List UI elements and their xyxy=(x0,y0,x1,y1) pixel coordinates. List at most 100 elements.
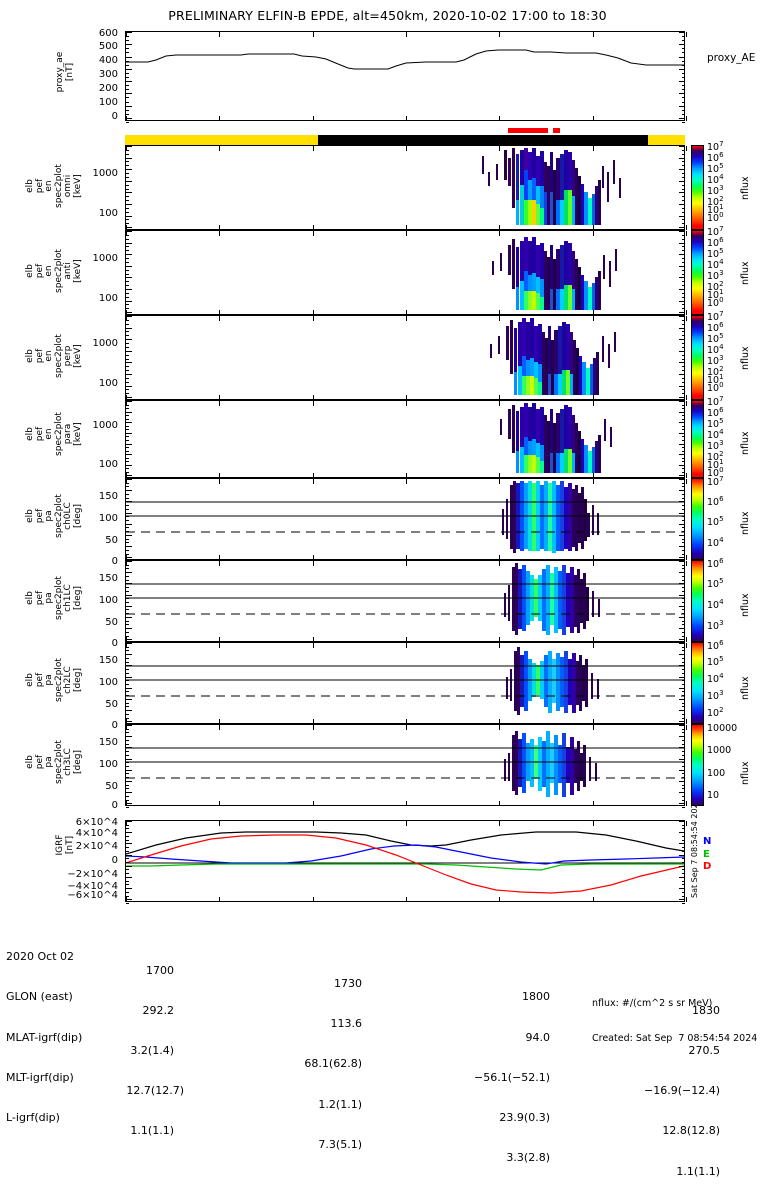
colorbar-label: 107 xyxy=(707,474,724,488)
colorbar-label: 105 xyxy=(707,514,724,528)
ytick: 150 xyxy=(98,655,118,666)
strip-segment-sunlit xyxy=(648,135,685,145)
strip-marker-science-zone xyxy=(553,128,560,133)
panel-igrf xyxy=(125,820,687,904)
panel-proxy-ae xyxy=(125,31,687,123)
colorbar-label: 104 xyxy=(707,257,724,271)
annotation-row: L-igrf(dip) 1.1(1.1) 7.3(5.1) 3.3(2.8) 1… xyxy=(6,1098,775,1178)
colorbar-label: 104 xyxy=(707,671,724,685)
ytick: 0 xyxy=(111,638,118,649)
annotation-label: MLT-igrf(dip) xyxy=(6,1070,74,1084)
panel-pa-ch1lc-ylabel: elb pef pa spec2plot ch1LC [deg] xyxy=(25,576,83,620)
colorbar-title: nflux xyxy=(740,593,751,617)
ytick: 100 xyxy=(98,513,118,524)
colorbar-label: 101 xyxy=(707,202,724,216)
panel-en-para xyxy=(125,400,687,480)
colorbar-label: 101 xyxy=(707,287,724,301)
colorbar-label: 105 xyxy=(707,246,724,260)
annotation-value: 7.3(5.1) xyxy=(318,1137,362,1151)
colorbar-en-anti xyxy=(691,230,704,315)
creation-stamp-vertical: Sat Sep 7 08:54:54 2024 xyxy=(690,798,699,898)
strip-marker-science-zone xyxy=(508,128,548,133)
ytick: 0 xyxy=(111,720,118,731)
colorbar-title: nflux xyxy=(740,511,751,535)
colorbar-label: 101 xyxy=(707,457,724,471)
ytick: 4×10^4 xyxy=(75,828,118,839)
strip-segment-eclipse xyxy=(318,135,648,145)
ytick: −4×10^4 xyxy=(67,881,118,892)
ytick: 100 xyxy=(98,97,118,108)
colorbar-label: 106 xyxy=(707,320,724,334)
annotation-value: −56.1(−52.1) xyxy=(473,1070,550,1084)
colorbar-label: 107 xyxy=(707,224,724,238)
annotation-value: 1730 xyxy=(334,977,362,991)
annotation-row: 2020 Oct 02 1700 1730 1800 1830 xyxy=(6,937,775,1017)
panel-pa-ch0lc xyxy=(125,478,687,562)
colorbar-pa-ch2lc xyxy=(691,642,704,724)
ytick: 100 xyxy=(98,459,118,470)
colorbar-label: 107 xyxy=(707,139,724,153)
annotation-value: 12.7(12.7) xyxy=(126,1084,184,1098)
colorbar-label: 103 xyxy=(707,183,724,197)
colorbar-label: 103 xyxy=(707,618,724,632)
ytick: −6×10^4 xyxy=(67,890,118,901)
colorbar-label: 106 xyxy=(707,235,724,249)
ytick: 0 xyxy=(111,800,118,811)
ytick: 150 xyxy=(98,491,118,502)
colorbar-label: 102 xyxy=(707,364,724,378)
colorbar-label: 102 xyxy=(707,279,724,293)
colorbar-title: nflux xyxy=(740,676,751,700)
ytick: 100 xyxy=(98,378,118,389)
ytick: 100 xyxy=(98,208,118,219)
ytick: −2×10^4 xyxy=(67,869,118,880)
ytick: 0 xyxy=(111,111,118,122)
panel-en-omni xyxy=(125,145,687,232)
colorbar-label: 1000 xyxy=(707,745,732,756)
annotation-value: 1800 xyxy=(522,990,550,1004)
colorbar-title: nflux xyxy=(740,431,751,455)
annotation-value: −16.9(−12.4) xyxy=(643,1084,720,1098)
ytick: 50 xyxy=(105,535,118,546)
colorbar-label: 102 xyxy=(707,705,724,719)
colorbar-label: 10 xyxy=(707,790,720,801)
en-anti-spectrogram xyxy=(492,237,617,310)
panel-proxy-ae-right-label: proxy_AE xyxy=(707,52,756,64)
panel-en-para-ylabel: elb pef en spec2plot para [keV] xyxy=(25,412,83,456)
colorbar-title: nflux xyxy=(740,176,751,200)
colorbar-label: 106 xyxy=(707,150,724,164)
colorbar-label: 104 xyxy=(707,535,724,549)
igrf-legend-d: D xyxy=(703,861,712,872)
colorbar-label: 102 xyxy=(707,449,724,463)
ytick: 1000 xyxy=(92,338,118,349)
annotation-row: MLT-igrf(dip) 12.7(12.7) 1.2(1.1) 23.9(0… xyxy=(6,1057,775,1138)
ytick: 200 xyxy=(98,83,118,94)
ytick: 100 xyxy=(98,759,118,770)
colorbar-title: nflux xyxy=(740,261,751,285)
annotation-value: 1700 xyxy=(146,963,174,977)
annotation-value: 1.1(1.1) xyxy=(676,1164,720,1178)
colorbar-label: 103 xyxy=(707,688,724,702)
proxy-ae-trace xyxy=(126,49,684,70)
colorbar-pa-ch3lc xyxy=(691,724,704,806)
orbit-status-strip xyxy=(125,128,685,145)
pa-ch0lc-spectrogram xyxy=(126,481,684,553)
ytick: 300 xyxy=(98,69,118,80)
colorbar-label: 107 xyxy=(707,309,724,323)
panel-proxy-ae-ylabel: proxy_ae [nT] xyxy=(55,51,75,93)
igrf-traces xyxy=(126,831,684,894)
ytick: 0 xyxy=(111,855,118,866)
colorbar-en-perp xyxy=(691,315,704,400)
panel-en-perp-ylabel: elb pef en spec2plot perp [keV] xyxy=(25,334,83,378)
igrf-legend-e: E xyxy=(703,849,710,860)
colorbar-title: nflux xyxy=(740,346,751,370)
colorbar-label: 10000 xyxy=(707,723,738,734)
colorbar-label: 107 xyxy=(707,394,724,408)
ytick: 50 xyxy=(105,699,118,710)
en-perp-spectrogram xyxy=(490,318,616,395)
ytick: 100 xyxy=(98,677,118,688)
panel-pa-ch1lc xyxy=(125,560,687,644)
pa-ch2lc-spectrogram xyxy=(126,647,684,715)
ytick: 50 xyxy=(105,617,118,628)
panel-pa-ch2lc-ylabel: elb pef pa spec2plot ch2LC [deg] xyxy=(25,658,83,702)
annotation-value: 12.8(12.8) xyxy=(662,1124,720,1138)
